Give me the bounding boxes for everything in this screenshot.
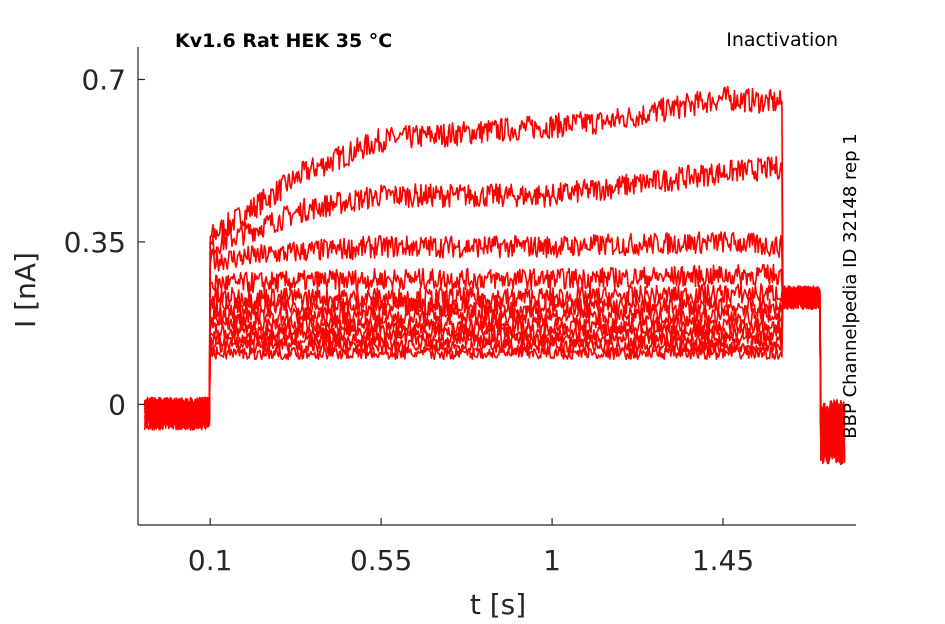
y-ticks: 0 0.35 0.7: [64, 63, 145, 421]
current-trace-4: [144, 263, 846, 465]
current-trace-10: [144, 285, 846, 466]
current-trace-1: [144, 85, 846, 454]
x-tick-label: 1.45: [692, 544, 754, 577]
x-tick-label: 1: [543, 544, 561, 577]
y-tick-label: 0: [108, 388, 126, 421]
current-trace-3: [144, 231, 846, 465]
chart-title: Kv1.6 Rat HEK 35 °C: [175, 30, 392, 52]
y-tick-label: 0.35: [64, 226, 126, 259]
y-axis-label: I [nA]: [9, 252, 42, 328]
x-axis-label: t [s]: [470, 588, 526, 621]
current-trace-11: [144, 285, 846, 465]
current-trace-8: [144, 285, 846, 461]
current-trace-2: [144, 156, 845, 464]
x-tick-label: 0.55: [350, 544, 412, 577]
x-ticks: 0.1 0.55 1 1.45: [188, 518, 754, 577]
x-tick-label: 0.1: [188, 544, 233, 577]
y-tick-label: 0.7: [81, 63, 126, 96]
traces-group: [144, 85, 846, 466]
chart-subtitle: Inactivation: [726, 29, 838, 51]
current-trace-12: [144, 285, 846, 460]
side-label: BBP Channelpedia ID 32148 rep 1: [840, 133, 861, 438]
current-trace-7: [144, 286, 846, 464]
